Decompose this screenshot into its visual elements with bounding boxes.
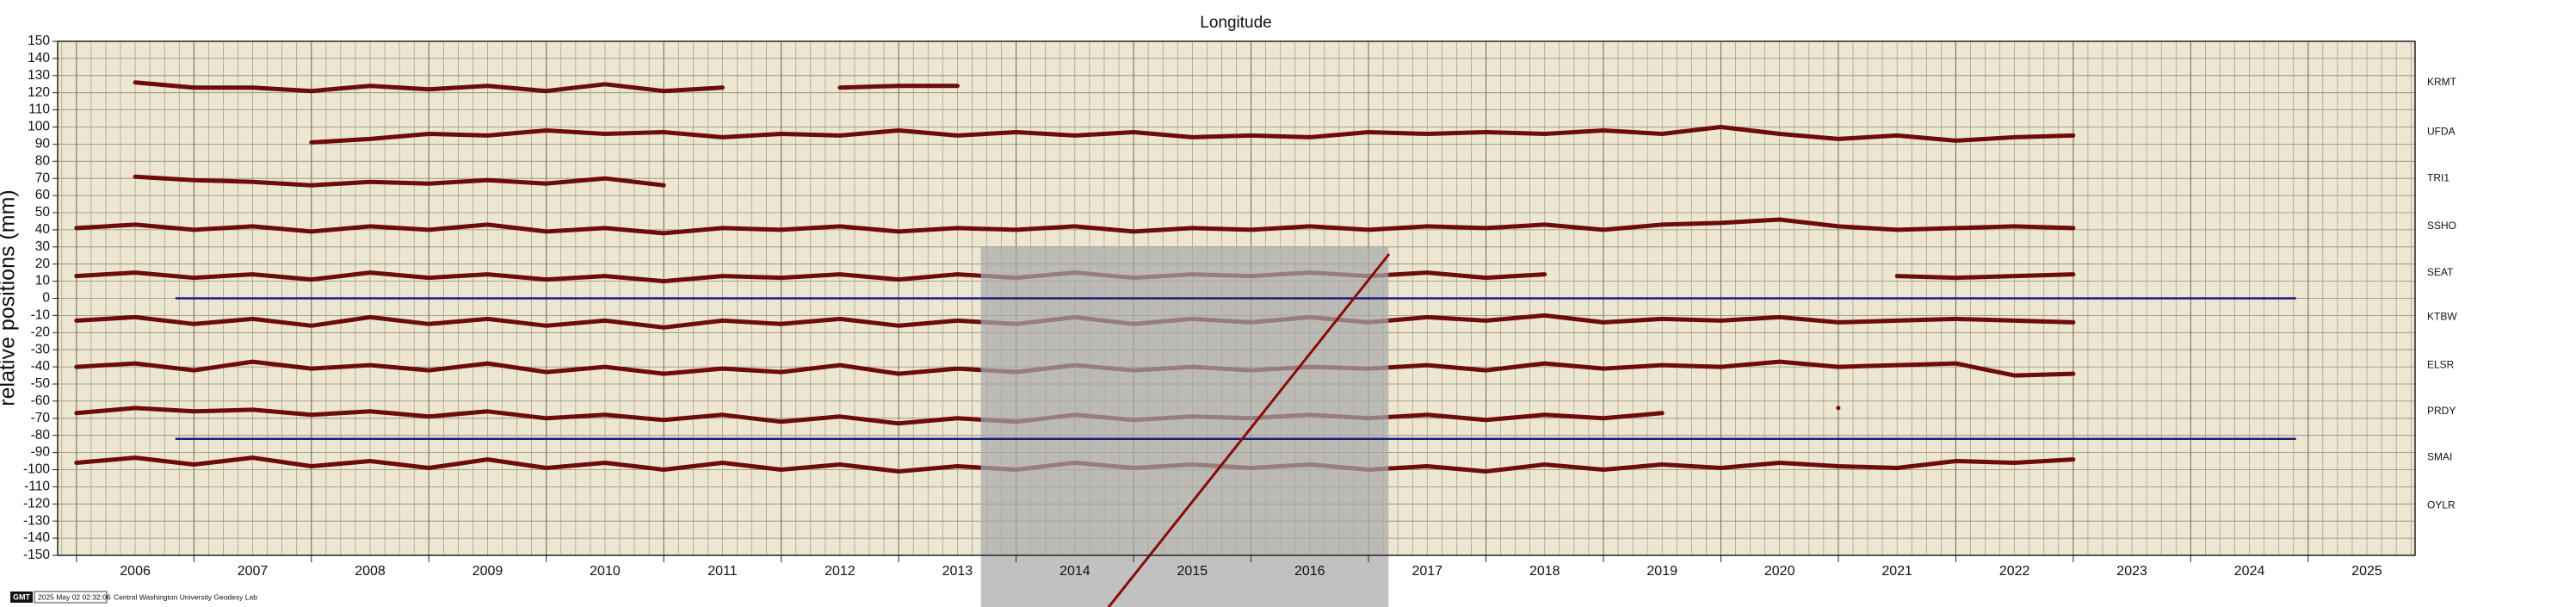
y-tick-label: 140	[28, 51, 50, 65]
series-line	[74, 406, 1665, 426]
x-tick-label: 2023	[2116, 564, 2147, 579]
y-tick-label: -10	[31, 307, 51, 322]
station-label: TRI1	[2427, 171, 2449, 183]
y-tick-label: -100	[23, 462, 50, 477]
series-line	[1107, 253, 1390, 607]
y-tick-label: 100	[28, 120, 50, 134]
y-tick-label: 0	[42, 291, 50, 306]
series-line	[133, 80, 725, 94]
y-tick-label: -140	[23, 530, 50, 545]
y-tick-label: 10	[35, 274, 51, 288]
station-label: PRDY	[2427, 405, 2456, 417]
y-tick-label: 110	[28, 102, 50, 117]
y-tick-label: -130	[23, 513, 50, 528]
x-tick-label: 2015	[1177, 564, 1208, 579]
x-tick-label: 2025	[2351, 564, 2382, 579]
series-line	[837, 84, 960, 90]
y-tick-label: -80	[31, 428, 51, 443]
y-tick-label: 120	[28, 85, 50, 100]
series-line	[1894, 272, 2076, 281]
y-tick-label: 80	[35, 153, 51, 168]
y-tick-label: -30	[31, 342, 51, 356]
station-label: UFDA	[2427, 126, 2456, 138]
y-tick-label: -150	[23, 548, 50, 562]
station-label: OYLR	[2427, 499, 2456, 511]
x-tick-label: 2022	[1999, 564, 2030, 579]
station-label: SSHO	[2427, 220, 2456, 232]
y-tick-label: 30	[35, 239, 51, 254]
y-tick-label: 150	[28, 34, 50, 48]
x-tick-label: 2013	[942, 564, 973, 579]
x-tick-label: 2012	[825, 564, 856, 579]
x-tick-label: 2018	[1529, 564, 1560, 579]
overlay	[175, 246, 2297, 607]
y-tick-label: 130	[28, 68, 50, 83]
x-tick-label: 2011	[707, 564, 738, 579]
station-label: KTBW	[2427, 311, 2457, 323]
y-tick-label: 40	[35, 222, 51, 237]
station-label: SEAT	[2427, 266, 2454, 278]
y-tick-label: 20	[35, 257, 51, 271]
x-tick-label: 2024	[2234, 564, 2265, 579]
y-tick-label: -20	[31, 325, 51, 339]
labels: -150 -140 -130 -120 -110 -100 -90 -80 -70 -60 -50 -…	[23, 34, 2457, 579]
x-tick-label: 2016	[1294, 564, 1325, 579]
station-label: KRMT	[2427, 76, 2457, 88]
y-tick-label: 70	[35, 170, 51, 185]
y-tick-label: -70	[31, 411, 51, 425]
station-label: ELSR	[2427, 358, 2455, 370]
chart-title: Longitude	[1200, 14, 1271, 32]
y-tick-label: -40	[31, 359, 51, 374]
series-line	[309, 125, 2076, 145]
footer-timestamp: 2025 May 02 02:32:06	[38, 592, 111, 601]
x-tick-label: 2021	[1881, 564, 1912, 579]
x-tick-label: 2019	[1646, 564, 1677, 579]
y-tick-label: 90	[35, 136, 51, 151]
series-line	[133, 174, 666, 188]
footer-logo: GMT	[13, 592, 30, 601]
logo-box	[10, 592, 33, 603]
y-tick-label: -120	[23, 496, 50, 511]
y-tick-label: -90	[31, 445, 51, 460]
x-tick-label: 2009	[473, 564, 503, 579]
x-tick-label: 2020	[1764, 564, 1795, 579]
shaded-region	[980, 246, 1389, 607]
x-tick-label: 2014	[1059, 564, 1090, 579]
footer-credit: Central Washington University Geodesy La…	[114, 592, 257, 601]
y-tick-label: 50	[35, 205, 51, 220]
x-tick-label: 2006	[120, 564, 151, 579]
y-tick-label: -60	[31, 393, 51, 408]
x-tick-label: 2008	[355, 564, 386, 579]
x-tick-label: 2007	[238, 564, 269, 579]
station-label: SMAI	[2427, 451, 2452, 463]
series-line	[74, 217, 2076, 236]
x-tick-label: 2010	[590, 564, 621, 579]
x-tick-label: 2017	[1412, 564, 1442, 579]
timestamp-box	[34, 591, 108, 604]
y-tick-label: -110	[24, 479, 50, 493]
y-tick-label: 60	[35, 188, 51, 202]
y-axis-label: relative positions (mm)	[0, 189, 20, 406]
y-tick-label: -50	[31, 376, 51, 391]
